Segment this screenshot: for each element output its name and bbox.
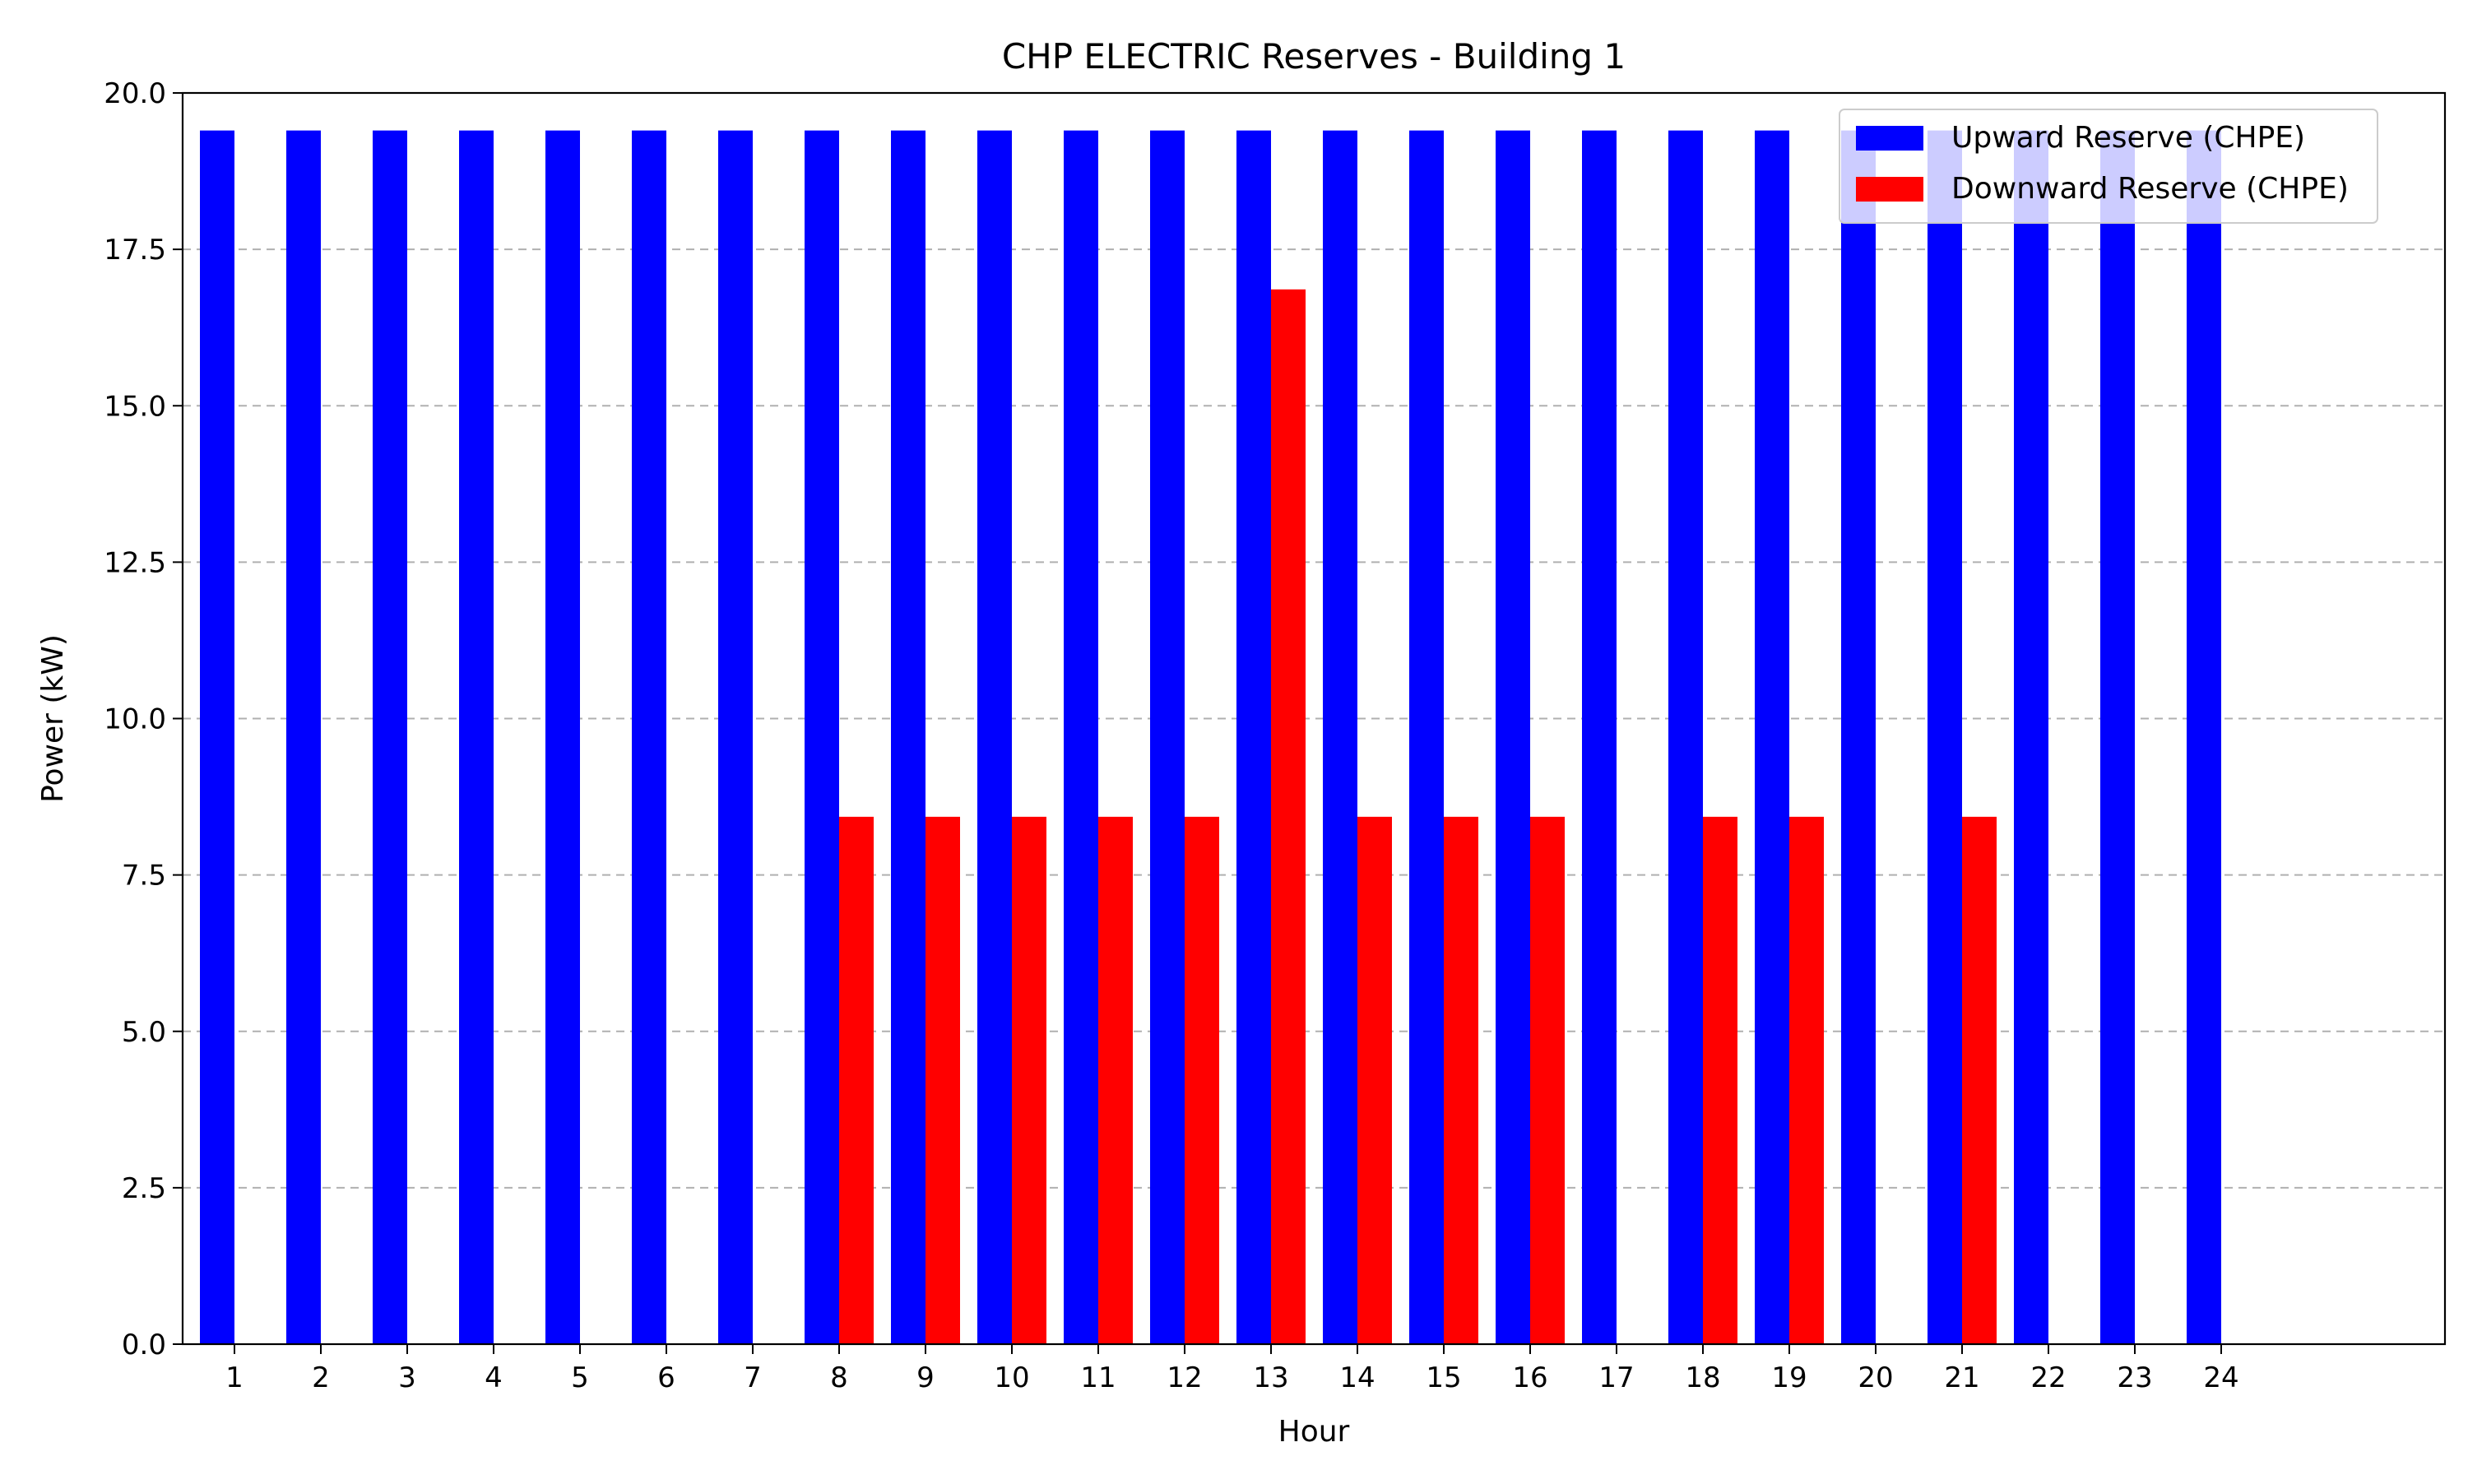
upward-reserve-bar	[805, 130, 839, 1344]
downward-reserve-bar	[1703, 816, 1737, 1344]
legend: Upward Reserve (CHPE) Downward Reserve (…	[1839, 109, 2378, 224]
y-tick-label: 0.0	[122, 1329, 166, 1361]
y-tick-label: 20.0	[104, 77, 166, 110]
x-tick-label: 15	[1426, 1361, 1461, 1394]
x-axis-label: Hour	[1278, 1415, 1350, 1449]
upward-reserve-bar	[286, 130, 321, 1344]
upward-reserve-bar	[459, 130, 494, 1344]
x-tick-label: 22	[2030, 1361, 2066, 1394]
x-tick-label: 1	[225, 1361, 244, 1394]
upward-reserve-bar	[1409, 130, 1444, 1344]
upward-reserve-bar	[2014, 130, 2048, 1344]
y-tick-label: 10.0	[104, 703, 166, 736]
upward-reserve-bar	[1150, 130, 1185, 1344]
upward-reserve-bar	[1064, 130, 1098, 1344]
upward-reserve-bar	[1668, 130, 1703, 1344]
legend-label-downward: Downward Reserve (CHPE)	[1951, 172, 2349, 206]
upward-reserve-bar	[1928, 130, 1962, 1344]
x-tick-label: 12	[1167, 1361, 1202, 1394]
x-tick-label: 7	[744, 1361, 762, 1394]
x-tick-label: 21	[1944, 1361, 1979, 1394]
downward-reserve-bar	[1789, 816, 1824, 1344]
x-tick-label: 4	[485, 1361, 503, 1394]
x-tick-label: 18	[1685, 1361, 1720, 1394]
x-tick-label: 17	[1598, 1361, 1634, 1394]
x-tick-label: 16	[1512, 1361, 1547, 1394]
x-tick-label: 14	[1339, 1361, 1375, 1394]
downward-reserve-bar	[1357, 816, 1392, 1344]
upward-reserve-bar	[2187, 130, 2221, 1344]
upward-reserve-bar	[891, 130, 926, 1344]
x-axis: 1 2 3 4 5 6 7 8 9 10 11 12 13 14 15 16 17 18 19 20 21 22 23 24	[225, 1344, 2239, 1394]
downward-reserve-bar	[1098, 816, 1133, 1344]
upward-reserve-bar	[1496, 130, 1530, 1344]
upward-reserve-bar	[200, 130, 234, 1344]
upward-reserve-bar	[545, 130, 580, 1344]
x-tick-label: 23	[2117, 1361, 2152, 1394]
downward-reserve-bar	[839, 816, 874, 1344]
upward-reserve-bar	[1755, 130, 1789, 1344]
upward-reserve-bar	[2100, 130, 2135, 1344]
y-tick-label: 15.0	[104, 390, 166, 423]
upward-reserve-bar	[1236, 130, 1271, 1344]
x-tick-label: 5	[571, 1361, 589, 1394]
upward-reserve-bar	[718, 130, 753, 1344]
x-tick-label: 11	[1080, 1361, 1116, 1394]
upward-reserve-bar	[1841, 130, 1876, 1344]
y-tick-label: 2.5	[122, 1172, 166, 1205]
x-tick-label: 10	[994, 1361, 1029, 1394]
upward-reserve-bar	[632, 130, 666, 1344]
x-tick-label: 19	[1771, 1361, 1807, 1394]
y-tick-label: 7.5	[122, 860, 166, 893]
legend-label-upward: Upward Reserve (CHPE)	[1951, 121, 2305, 155]
x-tick-label: 20	[1858, 1361, 1893, 1394]
x-tick-label: 2	[312, 1361, 330, 1394]
legend-swatch-upward	[1856, 126, 1923, 151]
downward-reserve-bar	[1185, 816, 1219, 1344]
downward-reserve-bar	[1012, 816, 1046, 1344]
downward-reserve-bar	[1271, 289, 1306, 1344]
x-tick-label: 24	[2203, 1361, 2238, 1394]
y-tick-label: 17.5	[104, 234, 166, 267]
legend-box	[1839, 109, 2378, 224]
x-tick-label: 8	[830, 1361, 848, 1394]
legend-swatch-downward	[1856, 177, 1923, 202]
upward-reserve-bar	[1582, 130, 1617, 1344]
y-axis-label: Power (kW)	[36, 634, 70, 803]
upward-reserve-bar	[977, 130, 1012, 1344]
y-tick-label: 12.5	[104, 546, 166, 579]
y-tick-label: 5.0	[122, 1016, 166, 1049]
x-tick-label: 6	[657, 1361, 675, 1394]
x-tick-label: 13	[1253, 1361, 1288, 1394]
downward-reserve-bar	[1962, 816, 1997, 1344]
upward-reserve-bar	[373, 130, 407, 1344]
upward-reserve-bar	[1323, 130, 1357, 1344]
bars	[200, 130, 2221, 1344]
downward-reserve-bar	[1530, 816, 1565, 1344]
x-tick-label: 9	[916, 1361, 935, 1394]
x-tick-label: 3	[398, 1361, 416, 1394]
y-axis: 0.0 2.5 5.0 7.5 10.0 12.5 15.0 17.5 20.0	[104, 77, 183, 1361]
chart-title: CHP ELECTRIC Reserves - Building 1	[1002, 36, 1626, 77]
downward-reserve-bar	[926, 816, 960, 1344]
downward-reserve-bar	[1444, 816, 1478, 1344]
